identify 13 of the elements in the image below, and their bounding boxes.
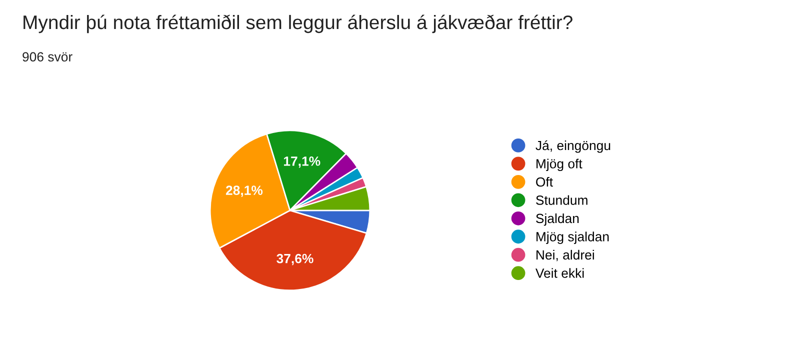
legend-label: Nei, aldrei: [536, 250, 594, 262]
legend-label: Já, eingöngu: [536, 140, 610, 153]
legend-label: Oft: [536, 176, 553, 187]
chart-title: Myndir þú nota fréttamiðil sem leggur áherslu á jákvæðar fréttir?: [24, 14, 572, 34]
legend-label: Veit ekki: [536, 268, 584, 278]
legend-label: Stundum: [536, 195, 588, 205]
text: 906 svör: [22, 52, 72, 62]
legend-label: Sjaldan: [536, 213, 579, 226]
legend-label: Mjög oft: [536, 158, 582, 172]
legend-label: Mjög sjaldan: [536, 232, 609, 244]
data-label: 28,1%: [226, 186, 263, 197]
data-label: 17,1%: [284, 156, 320, 168]
data-label: 37,6%: [276, 254, 314, 266]
